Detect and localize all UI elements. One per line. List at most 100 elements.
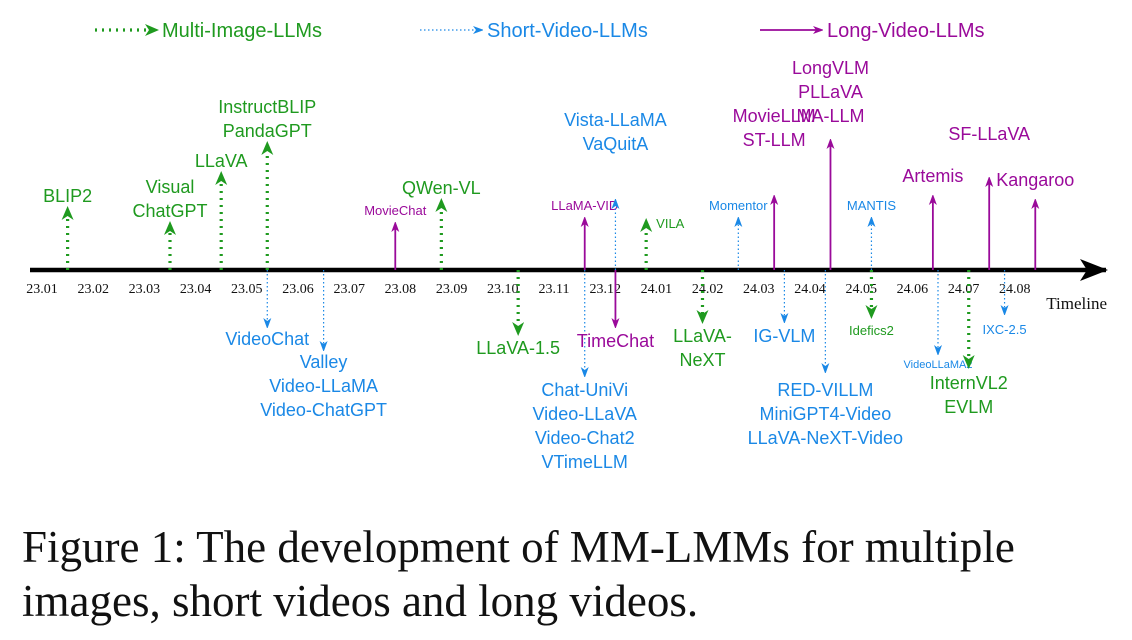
model-label: LLaVA- xyxy=(673,326,732,346)
model-label: LLaVA xyxy=(195,151,248,171)
model-label: ChatGPT xyxy=(132,201,207,221)
release-llava-1-5: LLaVA-1.5 xyxy=(476,270,560,358)
tick-label: 23.03 xyxy=(129,282,161,297)
model-label: InstructBLIP xyxy=(218,97,316,117)
tick-label: 24.05 xyxy=(845,282,877,297)
legend: Multi-Image-LLMs Short-Video-LLMs Long-Vid… xyxy=(95,20,985,42)
model-label: SF-LLaVA xyxy=(948,124,1030,144)
release-videollama2: VideoLLaMA2 xyxy=(904,270,973,371)
model-label: EVLM xyxy=(944,397,993,417)
model-label: VideoLLaMA2 xyxy=(904,359,973,371)
model-label: Idefics2 xyxy=(849,323,894,338)
tick-label: 23.11 xyxy=(539,282,570,297)
model-label: PLLaVA xyxy=(798,82,863,102)
release-artemis: Artemis xyxy=(902,166,963,270)
release-ixc-2-5: IXC-2.5 xyxy=(983,270,1027,337)
tick-label: 24.04 xyxy=(794,282,826,297)
model-label: PandaGPT xyxy=(223,121,312,141)
tick-label: 24.01 xyxy=(641,282,673,297)
release-sf-llava: SF-LLaVA xyxy=(948,124,1030,270)
release-longvlm: LongVLM PLLaVA MA-LLM xyxy=(792,58,869,270)
tick-label: 23.09 xyxy=(436,282,468,297)
release-llama-vid: LLaMA-VID xyxy=(551,198,618,270)
release-vila: VILA xyxy=(640,216,685,270)
model-label: VaQuitA xyxy=(583,134,649,154)
caption-line-2: images, short videos and long videos. xyxy=(22,576,699,626)
release-qwen-vl: QWen-VL xyxy=(402,178,481,270)
tick-label: 24.06 xyxy=(897,282,929,297)
tick-label: 23.06 xyxy=(282,282,314,297)
tick-label: 23.07 xyxy=(333,282,365,297)
model-label: LLaVA-1.5 xyxy=(476,338,560,358)
model-label: IXC-2.5 xyxy=(983,322,1027,337)
release-kangaroo: Kangaroo xyxy=(996,170,1074,270)
figure-caption: Figure 1: The development of MM-LMMs for… xyxy=(22,520,1122,628)
release-red-villm: RED-VILLM MiniGPT4-Video LLaVA-NeXT-Video xyxy=(748,270,903,448)
release-videochat: VideoChat xyxy=(225,270,309,349)
model-label: ST-LLM xyxy=(743,130,806,150)
model-label: VTimeLLM xyxy=(542,452,628,472)
model-label: Artemis xyxy=(902,166,963,186)
model-label: IG-VLM xyxy=(753,326,815,346)
model-label: Video-LLaMA xyxy=(269,376,378,396)
release-timechat: TimeChat xyxy=(577,270,654,351)
legend-item-long-video: Long-Video-LLMs xyxy=(760,20,985,42)
tick-label: 23.12 xyxy=(589,282,621,297)
release-valley: Valley Video-LLaMA Video-ChatGPT xyxy=(260,270,387,420)
model-label: Video-LLaVA xyxy=(533,404,637,424)
model-label: MovieLLM xyxy=(733,106,816,126)
model-label: LLaMA-VID xyxy=(551,198,618,213)
model-label: InternVL2 xyxy=(930,373,1008,393)
release-llava-: LLaVA- NeXT xyxy=(673,270,732,370)
release-markers: BLIP2 Visual ChatGPT LLaVA InstructBLIP Panda… xyxy=(43,58,1074,472)
timeline-diagram: Multi-Image-LLMs Short-Video-LLMs Long-Vid… xyxy=(26,20,1108,472)
model-label: LongVLM xyxy=(792,58,869,78)
tick-label: 24.08 xyxy=(999,282,1031,297)
tick-label: 23.08 xyxy=(385,282,417,297)
model-label: LLaVA-NeXT-Video xyxy=(748,428,903,448)
tick-label: 23.05 xyxy=(231,282,263,297)
model-label: MA-LLM xyxy=(796,106,864,126)
model-label: VILA xyxy=(656,216,685,231)
model-label: Vista-LLaMA xyxy=(564,110,667,130)
tick-label: 24.02 xyxy=(692,282,724,297)
release-momentor: Momentor xyxy=(709,198,768,270)
legend-label: Long-Video-LLMs xyxy=(827,20,985,42)
model-label: TimeChat xyxy=(577,331,654,351)
release-ig-vlm: IG-VLM xyxy=(753,270,815,346)
release-llava: LLaVA xyxy=(195,151,248,270)
model-label: MovieChat xyxy=(364,203,427,218)
model-label: BLIP2 xyxy=(43,186,92,206)
model-label: MANTIS xyxy=(847,198,896,213)
tick-label: 24.07 xyxy=(948,282,980,297)
model-label: Visual xyxy=(146,177,195,197)
release-vista-llama: Vista-LLaMA VaQuitA xyxy=(564,110,667,270)
tick-label: 23.04 xyxy=(180,282,212,297)
release-internvl2: InternVL2 EVLM xyxy=(930,270,1008,417)
model-label: VideoChat xyxy=(225,329,309,349)
caption-line-1: Figure 1: The development of MM-LMMs for… xyxy=(22,522,1015,572)
tick-label: 24.03 xyxy=(743,282,775,297)
tick-label: 23.01 xyxy=(26,282,58,297)
model-label: NeXT xyxy=(679,350,725,370)
timeline-axis: 23.01 23.02 23.03 23.04 23.05 23.06 23.07 23.08… xyxy=(26,259,1108,313)
release-idefics2: Idefics2 xyxy=(849,270,894,338)
model-label: Video-Chat2 xyxy=(535,428,635,448)
model-label: RED-VILLM xyxy=(777,380,873,400)
model-label: MiniGPT4-Video xyxy=(759,404,891,424)
tick-label: 23.02 xyxy=(77,282,109,297)
model-label: QWen-VL xyxy=(402,178,481,198)
release-blip2: BLIP2 xyxy=(43,186,92,270)
model-label: Momentor xyxy=(709,198,768,213)
tick-label: 23.10 xyxy=(487,282,519,297)
legend-label: Multi-Image-LLMs xyxy=(162,20,322,42)
model-label: Chat-UniVi xyxy=(541,380,628,400)
legend-item-short-video: Short-Video-LLMs xyxy=(420,20,648,42)
release-mantis: MANTIS xyxy=(847,198,896,270)
release-visual: Visual ChatGPT xyxy=(132,177,208,270)
legend-label: Short-Video-LLMs xyxy=(487,20,648,42)
model-label: Valley xyxy=(300,352,348,372)
release-moviechat: MovieChat xyxy=(364,203,427,270)
legend-item-multi-image: Multi-Image-LLMs xyxy=(95,20,322,42)
release-instructblip: InstructBLIP PandaGPT xyxy=(218,97,316,270)
